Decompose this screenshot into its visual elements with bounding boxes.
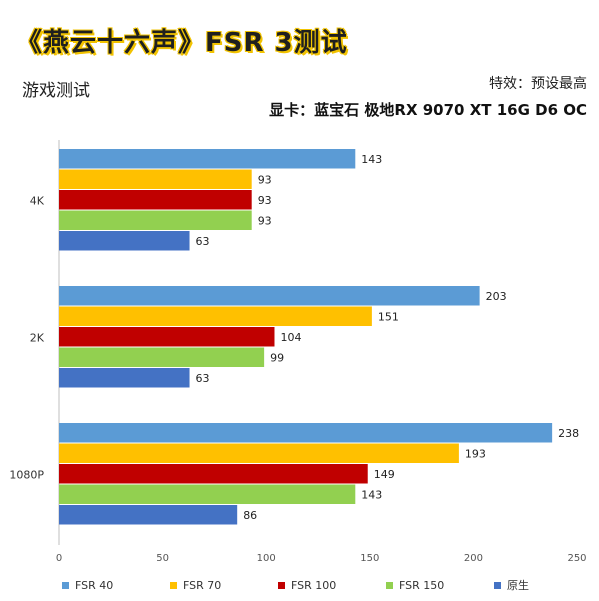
- data-label: 193: [465, 447, 486, 460]
- data-label: 93: [258, 214, 272, 227]
- category-label: 1080P: [9, 468, 44, 481]
- banner-title: 《燕云十六声》FSR 3测试: [16, 28, 348, 58]
- chart-legend: FSR 40 FSR 70 FSR 100 FSR 150 原生: [62, 577, 599, 593]
- data-label: 93: [258, 194, 272, 207]
- legend-swatch: [170, 581, 177, 589]
- gpu-label: 显卡：蓝宝石 极地RX 9070 XT 16G D6 OC: [269, 101, 587, 119]
- data-label: 238: [558, 427, 579, 440]
- bar: [59, 505, 238, 525]
- legend-label: 原生: [507, 579, 529, 592]
- bar: [59, 190, 252, 210]
- bar: [59, 464, 368, 484]
- x-tick-label: 0: [56, 553, 62, 564]
- x-tick-label: 150: [360, 553, 379, 564]
- bar: [59, 210, 252, 230]
- legend-item: 原生: [494, 577, 599, 593]
- bar: [59, 169, 252, 189]
- legend-label: FSR 100: [291, 578, 337, 592]
- bar: [59, 149, 356, 169]
- data-label: 63: [196, 235, 210, 248]
- category-label: 2K: [30, 331, 45, 344]
- legend-swatch: [386, 581, 393, 589]
- data-label: 93: [258, 173, 272, 186]
- legend-swatch: [62, 581, 69, 589]
- bar: [59, 423, 553, 443]
- legend-swatch: [494, 581, 501, 589]
- legend-label: FSR 150: [399, 578, 445, 592]
- legend-label: FSR 70: [183, 578, 222, 592]
- legend-item: FSR 40: [62, 577, 170, 593]
- bar: [59, 484, 356, 504]
- bar: [59, 327, 275, 347]
- legend-item: FSR 150: [386, 577, 494, 593]
- bar: [59, 368, 190, 388]
- bar: [59, 443, 459, 463]
- data-label: 149: [374, 468, 395, 481]
- data-label: 63: [196, 372, 210, 385]
- data-label: 143: [361, 153, 382, 166]
- x-tick-label: 250: [567, 553, 586, 564]
- data-label: 99: [270, 351, 284, 364]
- category-label: 4K: [30, 194, 45, 207]
- x-tick-label: 50: [156, 553, 169, 564]
- data-label: 86: [243, 509, 257, 522]
- bar: [59, 231, 190, 251]
- legend-swatch: [278, 581, 285, 589]
- chart-subtitle: 游戏测试: [22, 81, 90, 101]
- effects-label: 特效：预设最高: [489, 76, 587, 92]
- data-label: 104: [280, 331, 301, 344]
- bar: [59, 286, 480, 306]
- data-label: 143: [361, 488, 382, 501]
- legend-item: FSR 70: [170, 577, 278, 593]
- legend-label: FSR 40: [75, 578, 114, 592]
- x-tick-label: 100: [257, 553, 276, 564]
- legend-item: FSR 100: [278, 577, 386, 593]
- bar: [59, 347, 265, 367]
- bar: [59, 306, 372, 326]
- x-tick-label: 200: [464, 553, 483, 564]
- data-label: 151: [378, 310, 399, 323]
- data-label: 203: [486, 290, 507, 303]
